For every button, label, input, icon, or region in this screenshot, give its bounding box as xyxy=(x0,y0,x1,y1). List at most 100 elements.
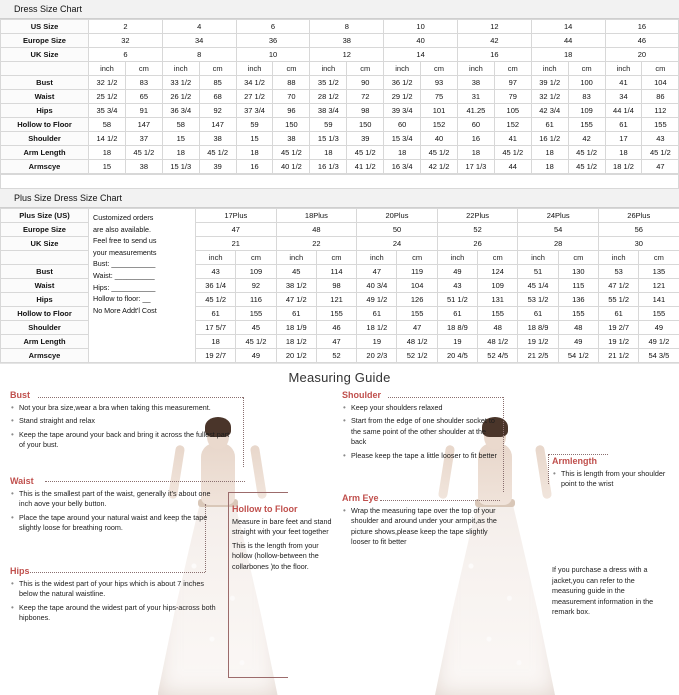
dress-measure-cell: 109 xyxy=(568,104,605,118)
plus-measure-cell: 47 1/2 xyxy=(276,293,316,307)
plus-row-label: UK Size xyxy=(1,237,89,251)
shoulder-item: Start from the edge of one shoulder sock… xyxy=(351,416,502,448)
plus-uk-size-cell: 26 xyxy=(437,237,518,251)
dress-us-size-cell: 12 xyxy=(457,20,531,34)
plus-measure-cell: 19 2/7 xyxy=(196,349,236,363)
dress-row-label: Arm Length xyxy=(1,146,89,160)
dress-measure-cell: 112 xyxy=(642,104,679,118)
plus-measure-cell: 20 4/5 xyxy=(437,349,477,363)
plus-measure-cell: 47 1/2 xyxy=(598,279,638,293)
unit-inch: inch xyxy=(236,62,273,76)
bust-heading: Bust xyxy=(10,390,235,401)
plus-measure-cell: 49 1/2 xyxy=(357,293,397,307)
dress-measure-cell: 83 xyxy=(568,90,605,104)
dress-measure-cell: 83 xyxy=(125,76,162,90)
plus-measure-cell: 155 xyxy=(478,307,518,321)
dress-eu-size-cell: 38 xyxy=(310,34,384,48)
dress-uk-size-cell: 18 xyxy=(531,48,605,62)
unit-inch: inch xyxy=(384,62,421,76)
plus-measure-cell: 45 1/2 xyxy=(236,335,276,349)
plus-row-label: Hips xyxy=(1,293,89,307)
dress-measure-cell: 45 1/2 xyxy=(421,146,458,160)
plus-size-cell: 26Plus xyxy=(598,209,679,223)
dress-measure-cell: 16 xyxy=(236,160,273,174)
unit-inch: inch xyxy=(531,62,568,76)
guide-hips-block: Hips This is the widest part of your hip… xyxy=(10,566,220,627)
unit-cm: cm xyxy=(639,251,679,265)
dress-measure-cell: 18 xyxy=(531,146,568,160)
dress-uk-size-cell: 14 xyxy=(384,48,458,62)
note-field-waist: Waist: __________ xyxy=(93,270,191,282)
plus-measure-cell: 51 xyxy=(518,265,558,279)
plus-uk-size-cell: 24 xyxy=(357,237,438,251)
dress-measure-cell: 42 xyxy=(568,132,605,146)
bust-item: Not your bra size,wear a bra when taking… xyxy=(19,403,235,414)
armlength-leader-line xyxy=(548,454,608,455)
jacket-remark-text: If you purchase a dress with a jacket,yo… xyxy=(552,565,653,616)
guide-waist-block: Waist This is the smallest part of the w… xyxy=(10,476,215,537)
dress-measure-cell: 75 xyxy=(421,90,458,104)
dress-measure-cell: 45 1/2 xyxy=(494,146,531,160)
dress-measure-cell: 47 xyxy=(642,160,679,174)
plus-measure-cell: 54 3/5 xyxy=(639,349,679,363)
dress-measure-cell: 152 xyxy=(494,118,531,132)
plus-row-label: Europe Size xyxy=(1,223,89,237)
dress-measure-cell: 15 1/3 xyxy=(162,160,199,174)
note-field-bust: Bust: ___________ xyxy=(93,258,191,270)
plus-measure-cell: 52 xyxy=(316,349,356,363)
hollow-to-floor-paragraph: Measure in bare feet and stand straight … xyxy=(232,517,337,538)
plus-measure-cell: 124 xyxy=(478,265,518,279)
dress-row-label: UK Size xyxy=(1,48,89,62)
hips-item: This is the widest part of your hips whi… xyxy=(19,579,220,600)
plus-measure-cell: 52 1/2 xyxy=(397,349,437,363)
plus-measure-cell: 131 xyxy=(478,293,518,307)
unit-inch: inch xyxy=(457,62,494,76)
dress-measure-cell: 41 1/2 xyxy=(347,160,384,174)
dress-measure-cell: 40 1/2 xyxy=(273,160,310,174)
hips-list: This is the widest part of your hips whi… xyxy=(10,579,220,624)
dress-measure-cell: 18 xyxy=(531,160,568,174)
unit-cm: cm xyxy=(478,251,518,265)
dress-measure-cell: 38 xyxy=(457,76,494,90)
plus-measure-cell: 47 xyxy=(397,321,437,335)
arm-length-item: This is length from your shoulder point … xyxy=(561,469,674,490)
dress-measure-cell: 40 xyxy=(421,132,458,146)
plus-measure-cell: 49 1/2 xyxy=(639,335,679,349)
dress-measure-cell: 155 xyxy=(642,118,679,132)
bust-leader-vertical xyxy=(243,397,244,467)
plus-measure-cell: 17 5/7 xyxy=(196,321,236,335)
dress-eu-size-cell: 36 xyxy=(236,34,310,48)
unit-inch: inch xyxy=(598,251,638,265)
waist-list: This is the smallest part of the waist, … xyxy=(10,489,215,534)
plus-measure-cell: 135 xyxy=(639,265,679,279)
dress-eu-size-cell: 42 xyxy=(457,34,531,48)
shoulder-leader-vertical xyxy=(503,397,504,492)
dress-measure-cell: 15 xyxy=(89,160,126,174)
dress-measure-cell: 38 3/4 xyxy=(310,104,347,118)
unit-inch: inch xyxy=(437,251,477,265)
waist-item: Place the tape around your natural waist… xyxy=(19,513,215,534)
dress-measure-cell: 45 1/2 xyxy=(273,146,310,160)
plus-measure-cell: 45 1/4 xyxy=(518,279,558,293)
dress-measure-cell: 18 xyxy=(384,146,421,160)
dress-measure-cell: 42 1/2 xyxy=(421,160,458,174)
plus-measure-cell: 19 1/2 xyxy=(598,335,638,349)
waist-heading: Waist xyxy=(10,476,215,487)
plus-measure-cell: 18 1/2 xyxy=(276,335,316,349)
bust-item: Keep the tape around your back and bring… xyxy=(19,430,235,451)
plus-eu-size-cell: 50 xyxy=(357,223,438,237)
plus-measure-cell: 40 3/4 xyxy=(357,279,397,293)
plus-measure-cell: 48 1/2 xyxy=(397,335,437,349)
plus-measure-cell: 141 xyxy=(639,293,679,307)
plus-measure-cell: 18 8/9 xyxy=(518,321,558,335)
hollow-to-floor-heading: Hollow to Floor xyxy=(232,504,337,515)
dress-us-size-cell: 14 xyxy=(531,20,605,34)
guide-hollow-to-floor-block: Hollow to Floor Measure in bare feet and… xyxy=(232,504,337,575)
plus-measure-cell: 121 xyxy=(316,293,356,307)
dress-measure-cell: 150 xyxy=(347,118,384,132)
dress-measure-cell: 38 xyxy=(125,160,162,174)
plus-measure-cell: 54 1/2 xyxy=(558,349,598,363)
plus-measure-cell: 51 1/2 xyxy=(437,293,477,307)
